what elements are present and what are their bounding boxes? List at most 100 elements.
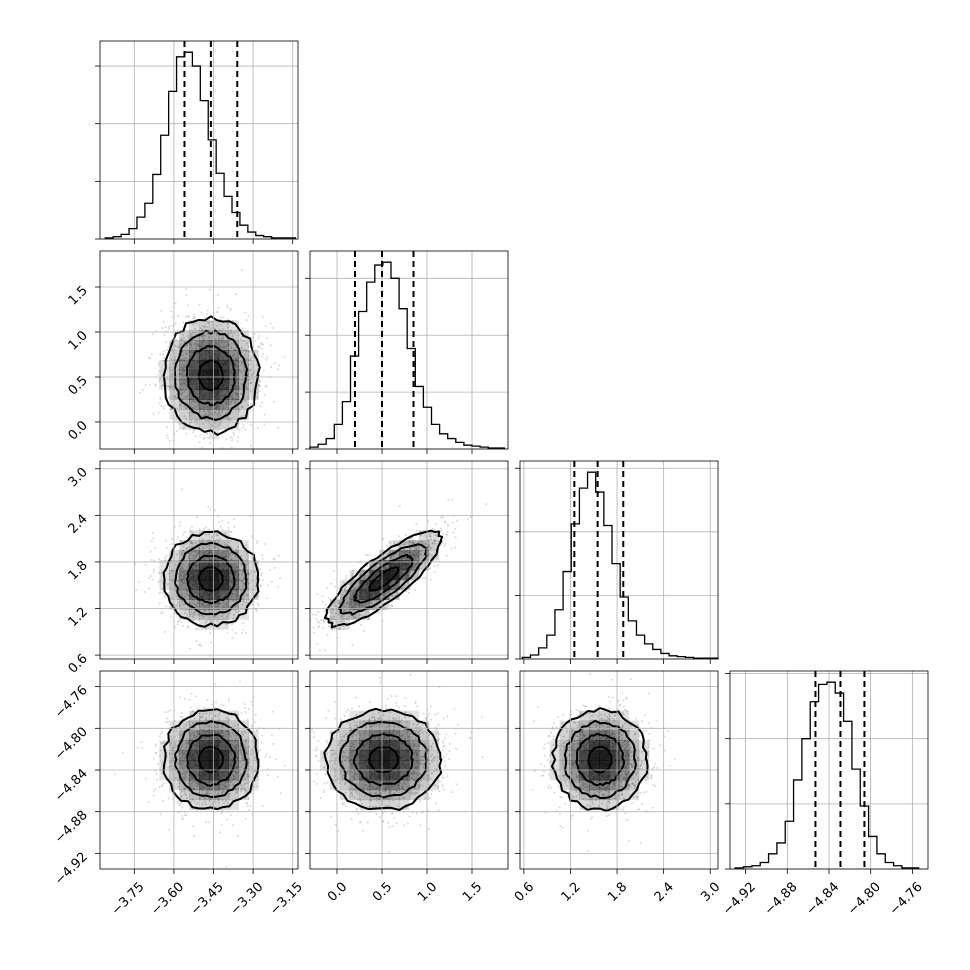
sample-point <box>194 338 197 341</box>
sample-point <box>200 345 203 348</box>
sample-point <box>197 553 200 556</box>
sample-point <box>219 422 222 425</box>
sample-point <box>152 757 155 760</box>
sample-point <box>213 509 216 512</box>
sample-point <box>194 453 196 455</box>
sample-point <box>365 611 368 614</box>
sample-point <box>180 388 183 391</box>
sample-point <box>179 343 182 346</box>
sample-point <box>419 554 422 557</box>
sample-point <box>414 555 417 558</box>
panel-content <box>138 269 286 455</box>
sample-point <box>173 720 176 723</box>
sample-point <box>265 385 268 388</box>
sample-point <box>236 398 239 401</box>
sample-point <box>359 623 362 626</box>
sample-point <box>244 418 247 421</box>
sample-point <box>201 538 204 541</box>
sample-point <box>168 366 171 369</box>
sample-point <box>193 549 196 552</box>
sample-point <box>185 746 188 749</box>
sample-point <box>220 730 223 733</box>
density-cell <box>248 560 259 571</box>
sample-point <box>183 369 186 372</box>
sample-point <box>185 750 188 753</box>
sample-point <box>418 550 421 553</box>
sample-point <box>166 426 169 429</box>
sample-point <box>233 593 236 596</box>
sample-point <box>409 587 412 590</box>
sample-point <box>257 337 260 340</box>
sample-point <box>226 304 229 307</box>
contour-line <box>323 529 444 629</box>
density-cell <box>189 579 200 591</box>
sample-point <box>183 595 186 598</box>
sample-point <box>351 644 354 647</box>
sample-point <box>178 403 181 406</box>
sample-point <box>221 337 224 340</box>
sample-point <box>265 385 268 388</box>
sample-point <box>157 762 160 765</box>
sample-point <box>346 618 349 621</box>
sample-point <box>164 539 167 542</box>
sample-point <box>439 527 442 530</box>
sample-point <box>152 412 155 415</box>
sample-point <box>175 604 178 607</box>
sample-point <box>168 577 171 580</box>
density-cell <box>339 589 350 600</box>
sample-point <box>209 441 212 444</box>
sample-point <box>186 591 189 594</box>
sample-point <box>226 612 229 615</box>
sample-point <box>206 698 209 701</box>
sample-point <box>258 385 261 388</box>
sample-point <box>392 550 395 553</box>
sample-point <box>192 407 195 410</box>
sample-point <box>177 572 180 575</box>
sample-point <box>225 554 228 557</box>
sample-point <box>210 423 213 426</box>
sample-point <box>250 535 253 538</box>
sample-point <box>224 400 227 403</box>
sample-point <box>187 304 190 307</box>
density-cell <box>349 599 360 610</box>
sample-point <box>259 343 262 346</box>
sample-point <box>234 555 237 558</box>
sample-point <box>183 570 186 573</box>
sample-point <box>242 767 245 770</box>
sample-point <box>440 529 443 532</box>
sample-point <box>184 609 187 612</box>
sample-point <box>185 395 188 398</box>
sample-point <box>328 609 331 612</box>
sample-point <box>224 556 227 559</box>
sample-point <box>352 606 355 609</box>
sample-point <box>242 576 245 579</box>
sample-point <box>317 611 320 614</box>
sample-point <box>364 576 367 579</box>
sample-point <box>263 542 266 545</box>
sample-point <box>176 378 179 381</box>
density-cell <box>179 609 190 620</box>
sample-point <box>246 804 249 807</box>
sample-point <box>180 731 183 734</box>
sample-point <box>176 802 179 805</box>
sample-point <box>429 553 432 556</box>
sample-point <box>182 624 185 627</box>
sample-point <box>192 313 195 316</box>
sample-point <box>160 405 163 408</box>
sample-point <box>404 534 407 537</box>
sample-point <box>225 865 228 868</box>
sample-point <box>331 611 334 614</box>
sample-point <box>327 625 330 628</box>
density-cell <box>179 369 190 381</box>
sample-point <box>386 553 389 556</box>
sample-point <box>183 426 186 429</box>
sample-point <box>447 499 450 502</box>
sample-point <box>216 538 219 541</box>
sample-point <box>179 403 182 406</box>
sample-point <box>413 554 416 557</box>
density-cell <box>189 419 200 430</box>
sample-point <box>197 344 200 347</box>
sample-point <box>174 563 177 566</box>
sample-point <box>219 711 222 714</box>
sample-point <box>414 588 417 591</box>
